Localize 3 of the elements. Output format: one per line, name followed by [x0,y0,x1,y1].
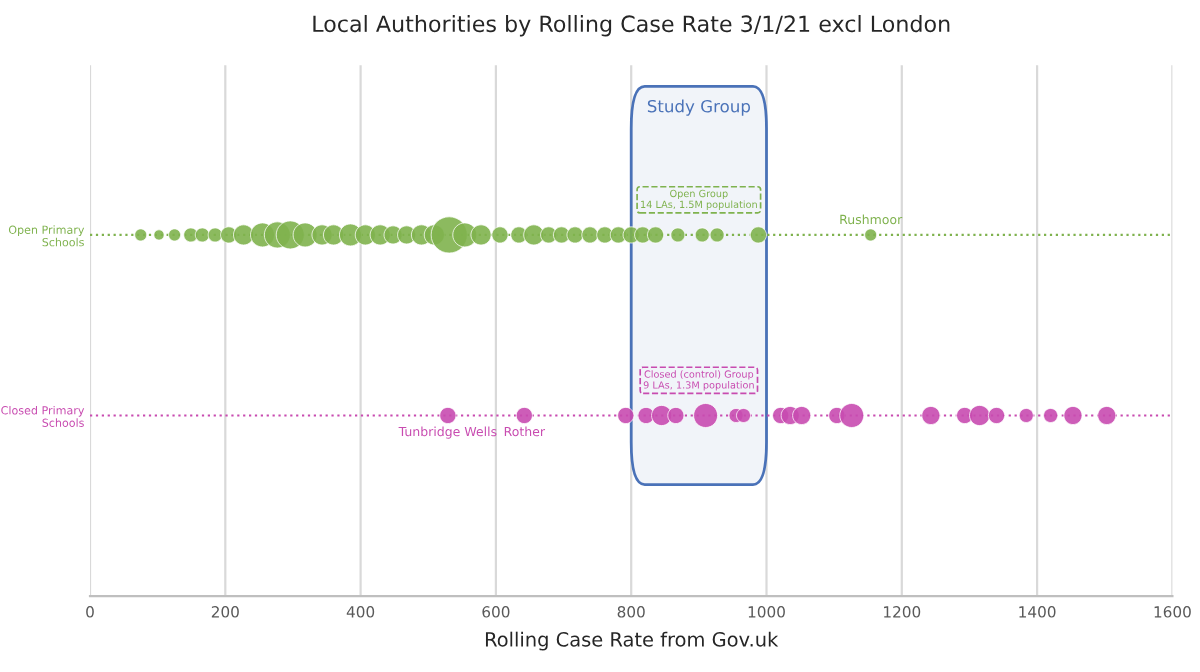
chart-title: Local Authorities by Rolling Case Rate 3/1/21 excl London [313,14,950,37]
band-label: Study Group [647,99,751,116]
x-axis-title: Rolling Case Rate from Gov.uk [485,631,779,651]
